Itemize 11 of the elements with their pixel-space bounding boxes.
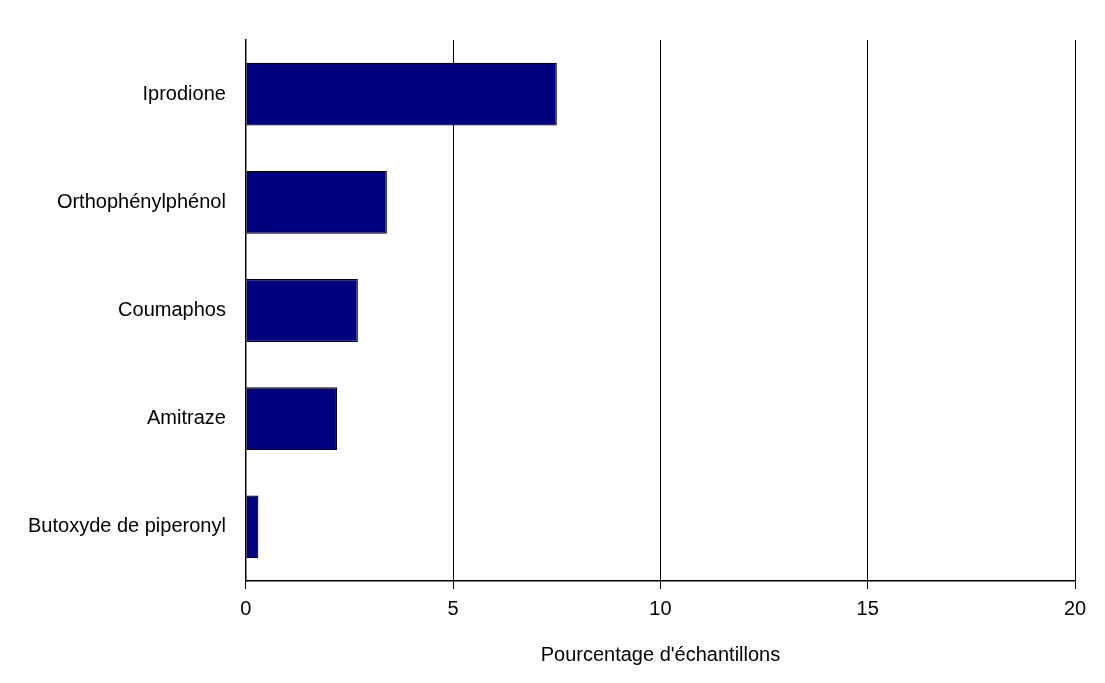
x-tick-label: 5: [447, 596, 459, 619]
y-tick-label: Butoxyde de piperonyl: [27, 514, 226, 537]
x-axis-title: Pourcentage d'échantillons: [540, 642, 781, 665]
y-tick-label: Coumaphos: [118, 298, 226, 321]
x-tick-label: 10: [649, 596, 672, 619]
y-tick-label: Orthophénylphénol: [56, 189, 226, 212]
x-tick-label: 20: [1063, 596, 1087, 619]
x-tick-label: 0: [240, 596, 252, 619]
x-tick-label: 15: [856, 596, 879, 619]
y-tick-label: Amitraze: [147, 406, 226, 429]
y-tick-label: Iprodione: [142, 81, 226, 104]
